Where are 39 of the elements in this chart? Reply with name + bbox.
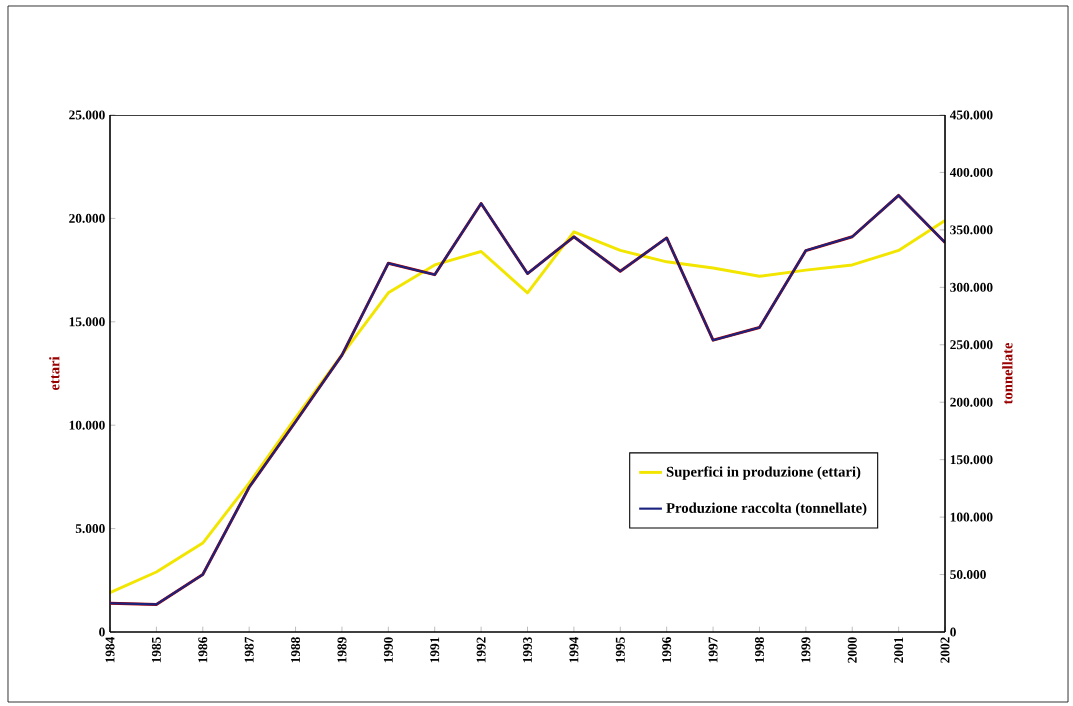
y-tick-label: 15.000 <box>69 317 105 327</box>
legend-label: Produzione raccolta (tonnellate) <box>666 502 867 516</box>
legend-label: Superfici in produzione (ettari) <box>666 466 861 480</box>
x-tick-label: 1991 <box>430 637 440 663</box>
y2-tick-label: 350.000 <box>950 225 993 235</box>
x-tick-label: 1989 <box>337 637 347 663</box>
x-tick-label: 1995 <box>615 637 625 663</box>
y2-tick-label: 50.000 <box>950 570 986 580</box>
y-tick-label: 20.000 <box>69 213 105 223</box>
y2-tick-label: 450.000 <box>949 110 993 120</box>
x-tick-label: 1996 <box>662 637 672 663</box>
x-tick-label: 1988 <box>291 637 301 663</box>
y2-tick-label: 0 <box>950 627 956 637</box>
x-tick-label: 1984 <box>105 636 115 663</box>
x-tick-label: 1993 <box>523 637 532 663</box>
x-tick-label: 1998 <box>754 637 764 663</box>
y2-tick-label: 200.000 <box>950 397 993 407</box>
x-tick-label: 1994 <box>569 636 579 663</box>
x-tick-label: 1987 <box>244 637 254 663</box>
y-axis-title: ettari <box>49 356 60 391</box>
x-tick-label: 1992 <box>476 637 486 663</box>
y-tick-label: 10.000 <box>69 420 105 430</box>
x-tick-label: 2001 <box>894 637 904 663</box>
x-tick-label: 1990 <box>383 637 393 663</box>
y2-tick-label: 400.000 <box>949 167 993 177</box>
x-tick-label: 1999 <box>801 637 811 663</box>
y-tick-label: 5.000 <box>75 524 105 534</box>
x-tick-label: 1985 <box>151 637 161 663</box>
y2-axis-title: tonnellate <box>1002 342 1013 405</box>
y-tick-label: 0 <box>99 627 105 637</box>
x-tick-label: 2000 <box>847 637 857 663</box>
y2-tick-label: 100.000 <box>950 512 993 522</box>
y2-tick-label: 150.000 <box>950 455 993 465</box>
x-tick-label: 2002 <box>940 637 950 663</box>
y-tick-label: 25.000 <box>69 110 105 120</box>
x-tick-label: 1986 <box>198 637 208 663</box>
x-tick-label: 1997 <box>708 637 718 663</box>
y2-tick-label: 300.000 <box>950 282 993 292</box>
y2-tick-label: 250.000 <box>950 340 993 350</box>
